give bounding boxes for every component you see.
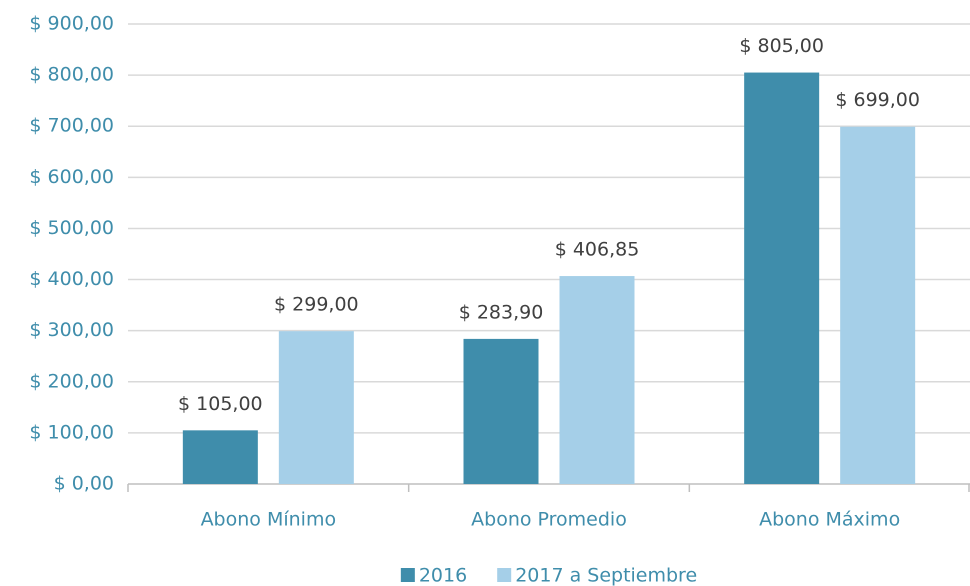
legend-swatch: [497, 568, 512, 582]
y-tick-label: $ 300,00: [29, 319, 114, 341]
bar: [744, 72, 820, 485]
bar: [559, 276, 635, 484]
legend-label: 2017 a Septiembre: [515, 565, 697, 586]
value-label: $ 299,00: [274, 294, 359, 316]
y-tick-label: $ 900,00: [29, 13, 114, 35]
y-tick-label: $ 200,00: [29, 370, 114, 392]
legend-label: 2016: [419, 565, 467, 586]
bar: [182, 430, 258, 484]
value-label: $ 105,00: [178, 393, 263, 415]
y-tick-label: $ 0,00: [54, 473, 114, 495]
value-label: $ 805,00: [739, 35, 824, 57]
bar: [278, 331, 354, 484]
value-label: $ 406,85: [555, 239, 640, 261]
x-tick-label: Abono Promedio: [471, 509, 627, 531]
y-tick-label: $ 500,00: [29, 217, 114, 239]
y-tick-label: $ 600,00: [29, 166, 114, 188]
x-tick-label: Abono Máximo: [759, 509, 900, 531]
legend-swatch: [400, 568, 415, 582]
value-label: $ 699,00: [835, 89, 920, 111]
x-tick-label: Abono Mínimo: [201, 509, 337, 531]
bar: [840, 126, 916, 484]
y-tick-label: $ 400,00: [29, 268, 114, 290]
value-label: $ 283,90: [459, 301, 544, 323]
y-tick-label: $ 700,00: [29, 115, 114, 137]
bar: [463, 338, 539, 484]
y-tick-label: $ 100,00: [29, 421, 114, 443]
y-tick-label: $ 800,00: [29, 64, 114, 86]
